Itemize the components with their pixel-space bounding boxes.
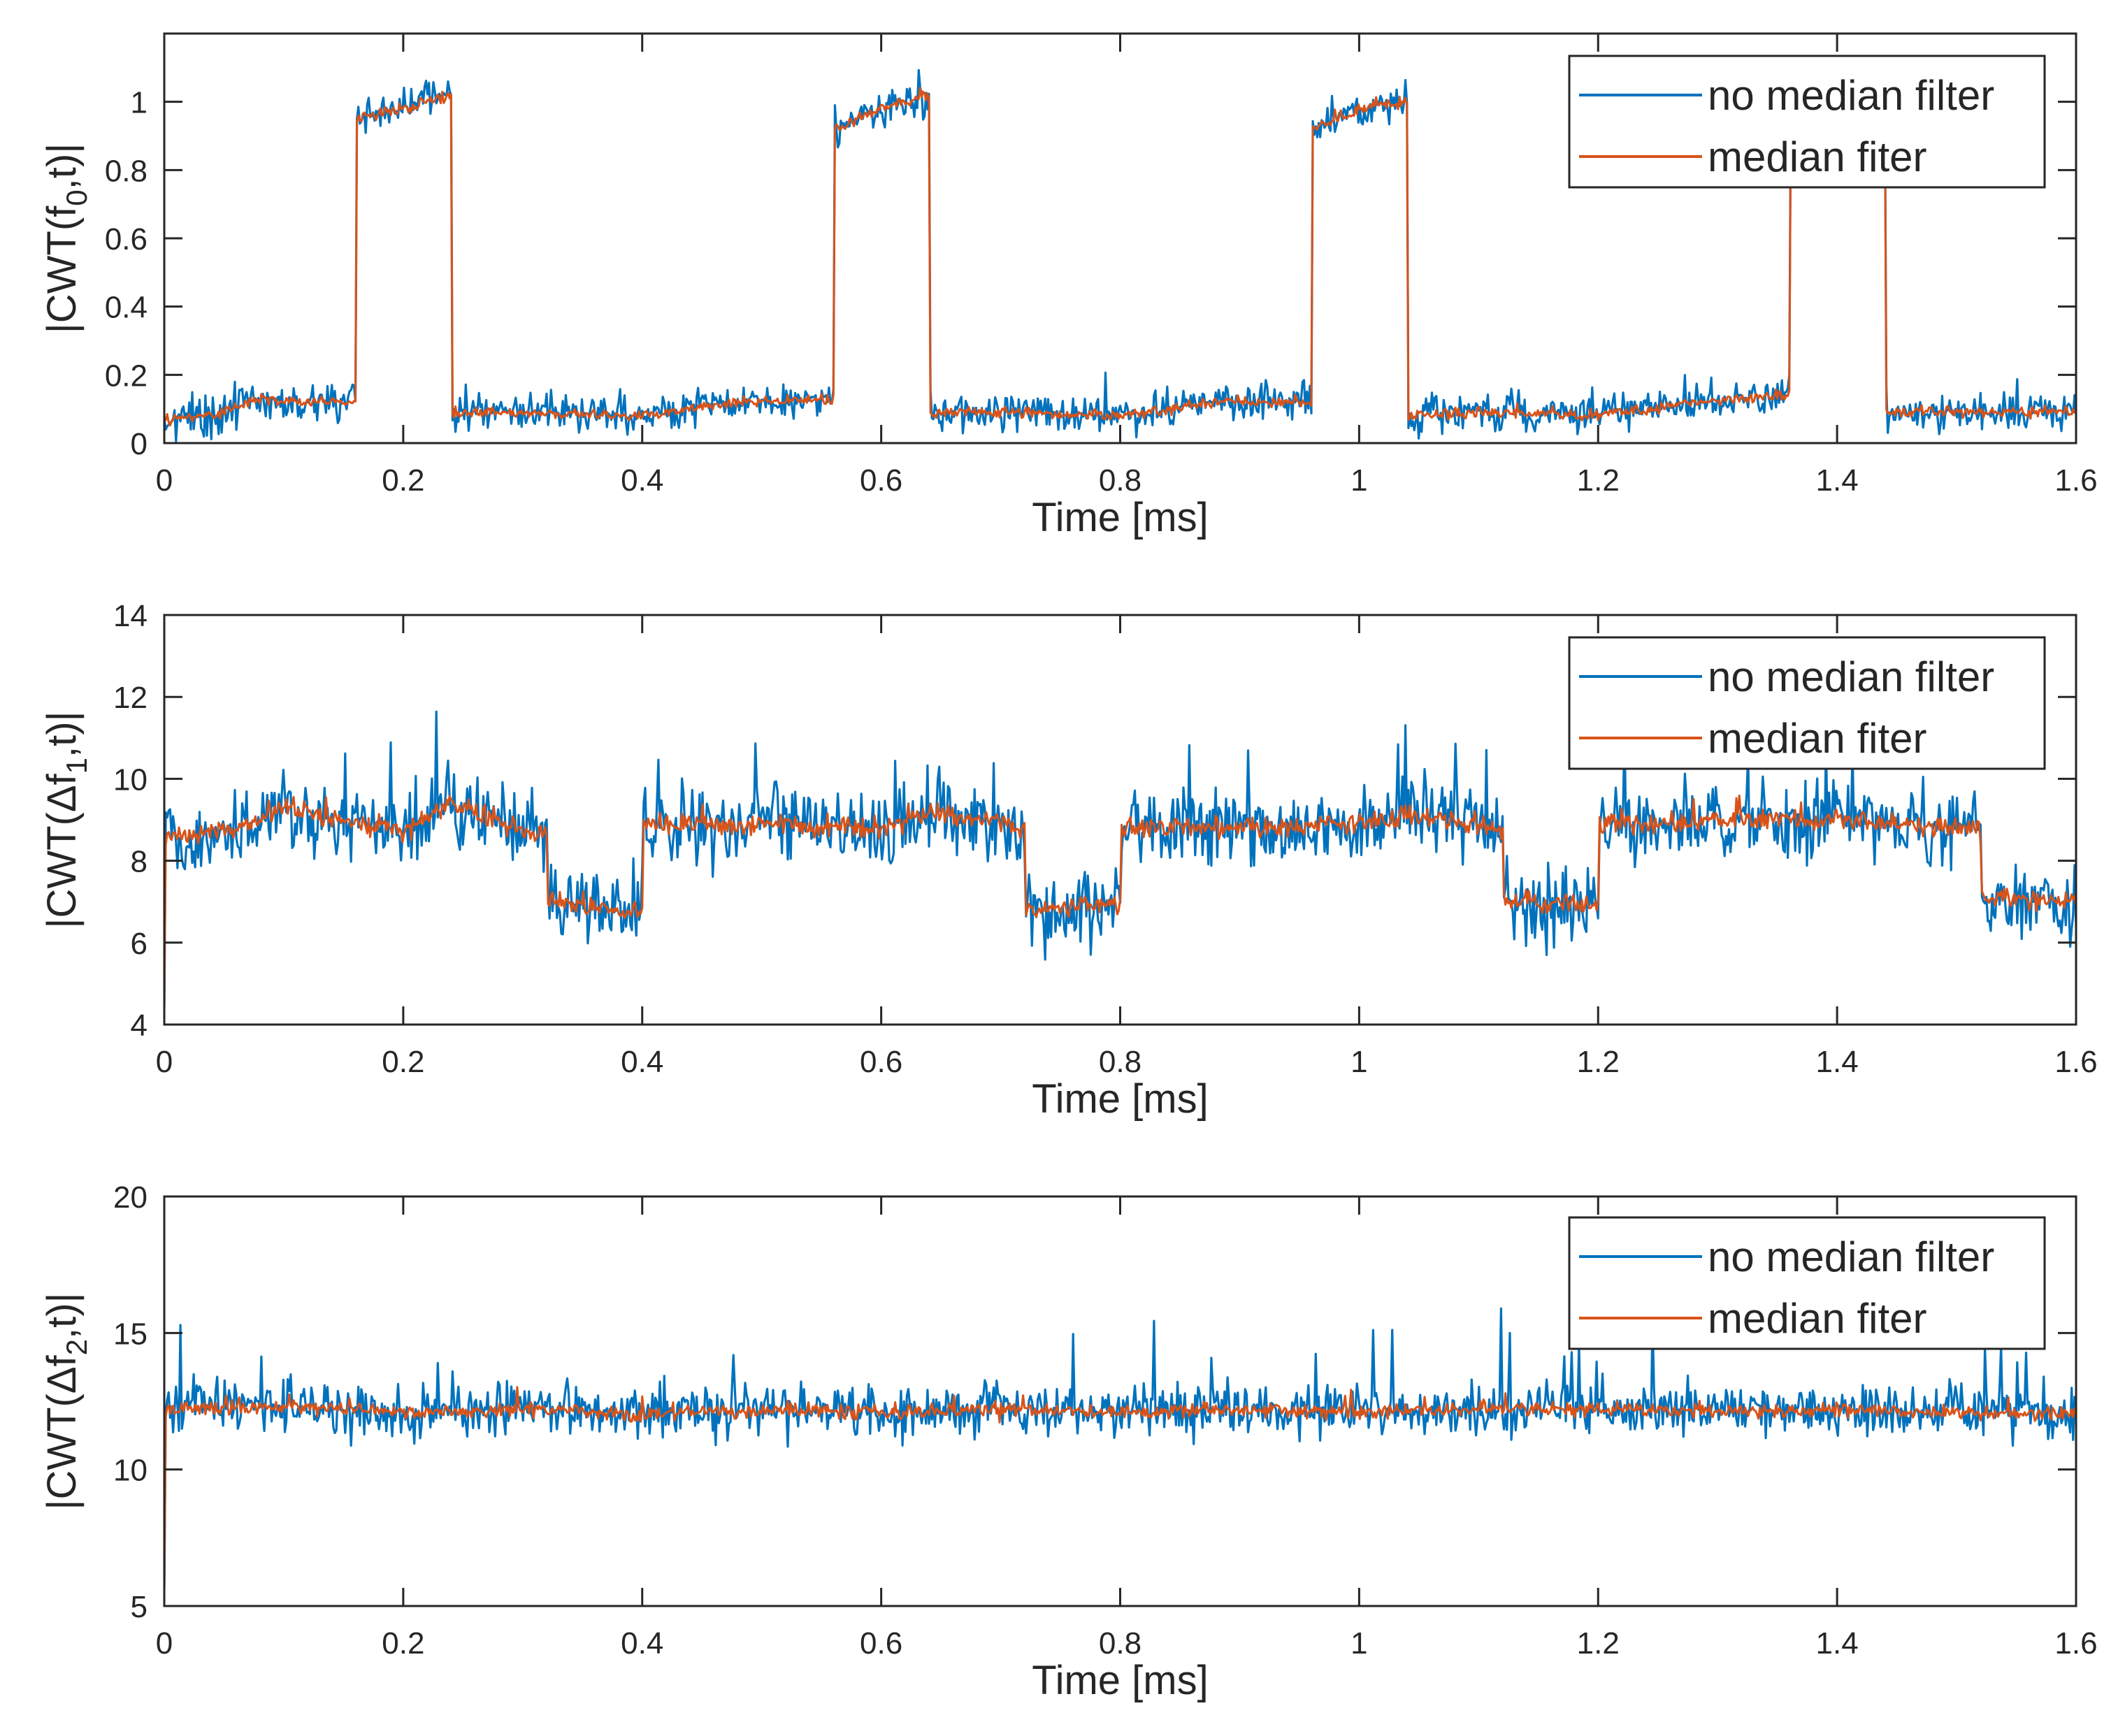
panel-middle-ytick-label: 4 — [131, 1008, 147, 1043]
panel-bottom-xtick-label: 1.2 — [1577, 1626, 1620, 1661]
panel-bottom-ytick-label: 10 — [113, 1454, 147, 1488]
panel-bottom-series-median — [164, 1386, 2076, 1590]
panel-top-legend-label-median: median fiter — [1708, 133, 1926, 180]
panel-bottom-xtick-label: 0.8 — [1099, 1626, 1141, 1661]
panel-bottom-xtick-label: 0.4 — [621, 1626, 663, 1661]
panel-bottom-xlabel: Time [ms] — [1032, 1658, 1208, 1703]
panel-bottom-xtick-label: 0.6 — [860, 1626, 902, 1661]
panel-bottom-legend-label-median: median fiter — [1708, 1295, 1926, 1342]
panel-middle-ytick-label: 8 — [131, 845, 147, 879]
panel-bottom-axes: 0 0.2 0.4 0.6 0.8 1 1.2 1.4 1.6 5 10 15 20 Time [ms] |… — [39, 1180, 2098, 1703]
panel-bottom-legend: no median filter median fiter — [1568, 1216, 2046, 1350]
panel-top-xtick-label: 1.2 — [1577, 463, 1620, 498]
panel-bottom-xtick-label: 1.4 — [1816, 1626, 1859, 1661]
panel-top-xtick-label: 1 — [1350, 463, 1367, 498]
panel-middle-xtick-label: 0.4 — [621, 1045, 663, 1079]
panel-top-xtick-label: 0.6 — [860, 463, 902, 498]
panel-middle-ytick-label: 10 — [113, 762, 147, 797]
panel-top-ylabel: |CWT(f0,t)| — [39, 143, 93, 334]
panel-bottom-ytick-label: 5 — [131, 1590, 147, 1624]
panel-top-xtick-label: 0.8 — [1099, 463, 1141, 498]
panel-top-ytick-label: 0.6 — [105, 222, 147, 256]
panel-middle-xtick-label: 1.4 — [1816, 1045, 1859, 1079]
panel-top-legend-label-raw: no median filter — [1708, 72, 1994, 119]
panel-middle-axes: 0 0.2 0.4 0.6 0.8 1 1.2 1.4 1.6 4 6 8 10 12 14 Time [ms… — [39, 599, 2098, 1122]
panel-middle-xtick-label: 1 — [1350, 1045, 1367, 1079]
panel-top-xtick-label: 0 — [156, 463, 173, 498]
panel-top-xtick-label: 0.4 — [621, 463, 663, 498]
panel-top-xtick-label: 1.6 — [2054, 463, 2097, 498]
panel-bottom-legend-box — [1568, 1216, 2046, 1350]
panel-bottom-ylabel: |CWT(Δf2,t)| — [39, 1292, 93, 1510]
panel-middle-xtick-label: 0.2 — [382, 1045, 424, 1079]
panel-bottom-xtick-label: 0.2 — [382, 1626, 424, 1661]
panel-bottom-ytick-label: 20 — [113, 1180, 147, 1215]
panel-middle-legend: no median filter median fiter — [1568, 636, 2046, 770]
panel-middle-ytick-label: 12 — [113, 681, 147, 715]
panel-middle-legend-label-median: median fiter — [1708, 715, 1926, 762]
panel-middle-ylabel: |CWT(Δf1,t)| — [39, 711, 93, 928]
panel-middle-ytick-label: 14 — [113, 599, 147, 633]
panel-top-ytick-label: 0.2 — [105, 359, 147, 393]
panel-top-series-median — [164, 87, 2076, 427]
panel-bottom-legend-label-raw: no median filter — [1708, 1234, 1994, 1280]
panel-middle-xtick-label: 1.6 — [2054, 1045, 2097, 1079]
panel-bottom-ytick-label: 15 — [113, 1317, 147, 1351]
panel-middle-xtick-label: 0.8 — [1099, 1045, 1141, 1079]
panel-middle-legend-label-raw: no median filter — [1708, 653, 1994, 700]
panel-top-xtick-label: 0.2 — [382, 463, 424, 498]
panel-middle-xtick-label: 1.2 — [1577, 1045, 1620, 1079]
panel-top-ytick-label: 0 — [131, 427, 147, 461]
panel-top-ytick-label: 1 — [131, 86, 147, 120]
panel-middle-xtick-label: 0.6 — [860, 1045, 902, 1079]
panel-top-xlabel: Time [ms] — [1032, 495, 1208, 540]
panel-top-axes: 0 0.2 0.4 0.6 0.8 1 1.2 1.4 1.6 0 0.2 0.4 0.6 0.8 1 Tim… — [39, 32, 2098, 540]
panel-middle-xtick-label: 0 — [156, 1045, 173, 1079]
panel-middle-series-median — [164, 794, 2076, 1008]
panel-middle-xlabel: Time [ms] — [1032, 1076, 1208, 1122]
panel-top-ytick-label: 0.4 — [105, 291, 147, 325]
panel-bottom-xtick-label: 1.6 — [2054, 1626, 2097, 1661]
panel-top-legend-box — [1568, 55, 2046, 189]
panel-top-legend: no median filter median fiter — [1568, 55, 2046, 189]
panel-bottom-xtick-label: 1 — [1350, 1626, 1367, 1661]
panel-top-ytick-label: 0.8 — [105, 154, 147, 188]
panel-bottom-xtick-label: 0 — [156, 1626, 173, 1661]
panel-top-xtick-label: 1.4 — [1816, 463, 1859, 498]
panel-middle-ytick-label: 6 — [131, 927, 147, 961]
panel-middle-legend-box — [1568, 636, 2046, 770]
